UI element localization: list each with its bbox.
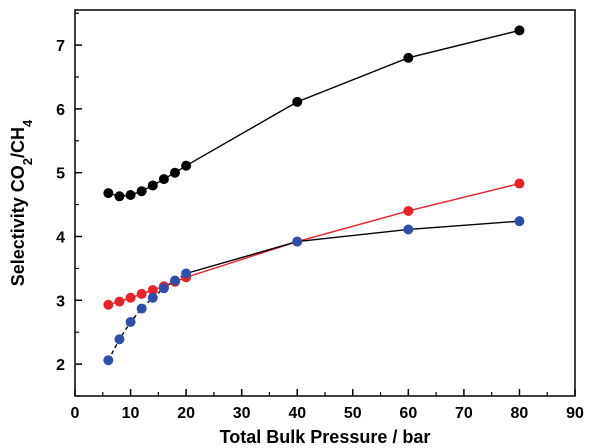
data-point xyxy=(114,191,125,202)
data-point xyxy=(403,224,414,235)
x-tick-label: 0 xyxy=(71,405,80,422)
x-tick-label: 70 xyxy=(455,405,473,422)
x-tick-label: 80 xyxy=(511,405,529,422)
data-point xyxy=(103,188,114,199)
data-point xyxy=(292,236,303,247)
plot-frame xyxy=(74,9,576,397)
data-point xyxy=(158,283,169,294)
data-point xyxy=(136,288,147,299)
data-point xyxy=(514,25,525,36)
data-point xyxy=(514,178,525,189)
data-point xyxy=(514,216,525,227)
data-point xyxy=(181,268,192,279)
y-axis-title: Selectivity CO2/CH4 xyxy=(8,119,35,286)
data-point xyxy=(403,52,414,63)
data-point xyxy=(125,316,136,327)
axes: 0 10 20 30 40 50 60 70 80 90 2 3 4 5 6 7 xyxy=(56,9,584,422)
y-tick-label: 3 xyxy=(56,293,65,310)
x-tick-label: 10 xyxy=(122,405,140,422)
y-tick-label: 7 xyxy=(56,38,65,55)
data-point xyxy=(170,275,180,286)
x-tick-label: 30 xyxy=(233,405,251,422)
data-point xyxy=(403,205,414,216)
y-tick-label: 6 xyxy=(56,102,65,119)
series-line xyxy=(185,220,520,275)
x-tick-label: 20 xyxy=(177,405,195,422)
x-tick-label: 90 xyxy=(566,405,584,422)
data-point xyxy=(114,296,125,307)
y-tick-label: 4 xyxy=(56,229,65,246)
data-point xyxy=(147,180,158,191)
data-point xyxy=(147,285,158,296)
x-tick-label: 40 xyxy=(288,405,306,422)
data-point xyxy=(136,303,147,314)
data-point xyxy=(103,299,114,310)
data-point xyxy=(136,186,147,197)
y-tick-label: 5 xyxy=(56,166,65,183)
x-tick-label: 60 xyxy=(399,405,417,422)
x-axis-title: Total Bulk Pressure / bar xyxy=(220,427,431,447)
data-point xyxy=(158,174,169,185)
data-point xyxy=(103,355,114,366)
x-tick-label: 50 xyxy=(344,405,362,422)
data-point xyxy=(147,292,158,303)
series-line xyxy=(108,29,520,198)
data-point xyxy=(181,160,192,171)
data-point xyxy=(125,190,136,201)
series-points xyxy=(103,25,525,366)
y-tick-label: 2 xyxy=(56,357,65,374)
data-point xyxy=(170,167,180,178)
data-point xyxy=(114,334,125,345)
series-lines xyxy=(107,29,520,361)
data-point xyxy=(125,292,136,303)
series-line xyxy=(108,182,520,306)
data-point xyxy=(292,96,303,107)
